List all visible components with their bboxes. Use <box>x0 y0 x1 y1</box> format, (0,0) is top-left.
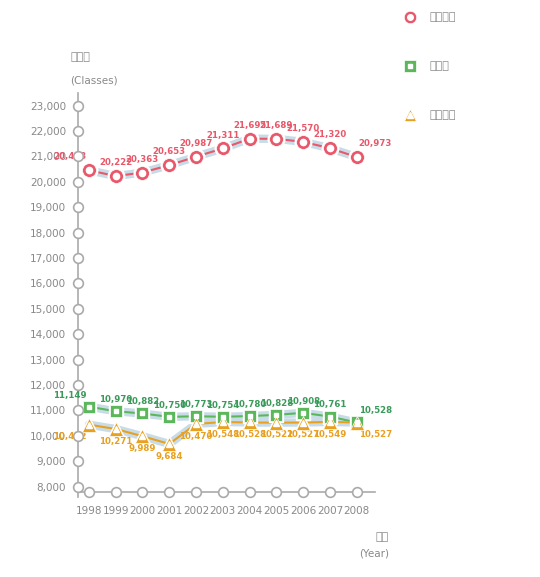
Text: 10,761: 10,761 <box>313 400 347 410</box>
Text: 10,750: 10,750 <box>153 401 186 410</box>
Text: 20,987: 20,987 <box>179 139 213 148</box>
Text: 고등학교: 고등학교 <box>429 110 456 121</box>
Text: 10,527: 10,527 <box>359 430 392 439</box>
Text: 10,271: 10,271 <box>99 437 132 445</box>
Text: 연도: 연도 <box>375 532 389 542</box>
Text: 초등학교: 초등학교 <box>429 12 456 23</box>
Text: 중학교: 중학교 <box>429 61 449 72</box>
Text: 20,653: 20,653 <box>153 147 186 156</box>
Text: 20,222: 20,222 <box>99 158 132 167</box>
Text: 10,528: 10,528 <box>359 406 392 415</box>
Text: 10,470: 10,470 <box>179 432 213 441</box>
Text: 21,570: 21,570 <box>287 124 320 133</box>
Text: 21,320: 21,320 <box>313 130 347 139</box>
Text: 10,548: 10,548 <box>206 430 239 439</box>
Text: 20,973: 20,973 <box>359 139 392 148</box>
Text: 20,363: 20,363 <box>126 155 159 164</box>
Text: 9,684: 9,684 <box>156 452 183 460</box>
Text: 10,773: 10,773 <box>179 400 213 409</box>
Text: 학급수: 학급수 <box>70 52 90 62</box>
Text: 10,527: 10,527 <box>287 430 320 439</box>
Text: 10,882: 10,882 <box>126 398 159 406</box>
Text: 21,311: 21,311 <box>206 130 240 140</box>
Text: 10,780: 10,780 <box>233 400 266 409</box>
Text: 9,989: 9,989 <box>129 444 156 453</box>
Text: 21,689: 21,689 <box>260 121 293 130</box>
Text: 10,754: 10,754 <box>206 400 240 410</box>
Text: 10,828: 10,828 <box>260 399 293 408</box>
Text: 10,442: 10,442 <box>53 432 87 441</box>
Text: 10,522: 10,522 <box>260 430 293 439</box>
Text: 10,908: 10,908 <box>287 397 320 406</box>
Text: (Classes): (Classes) <box>70 75 118 85</box>
Text: 21,695: 21,695 <box>233 121 266 130</box>
Text: (Year): (Year) <box>359 549 389 559</box>
Text: 10,528: 10,528 <box>233 430 266 439</box>
Text: 20,453: 20,453 <box>53 152 87 162</box>
Text: 10,549: 10,549 <box>313 430 347 439</box>
Text: 10,970: 10,970 <box>99 395 132 404</box>
Text: 11,149: 11,149 <box>53 391 87 400</box>
